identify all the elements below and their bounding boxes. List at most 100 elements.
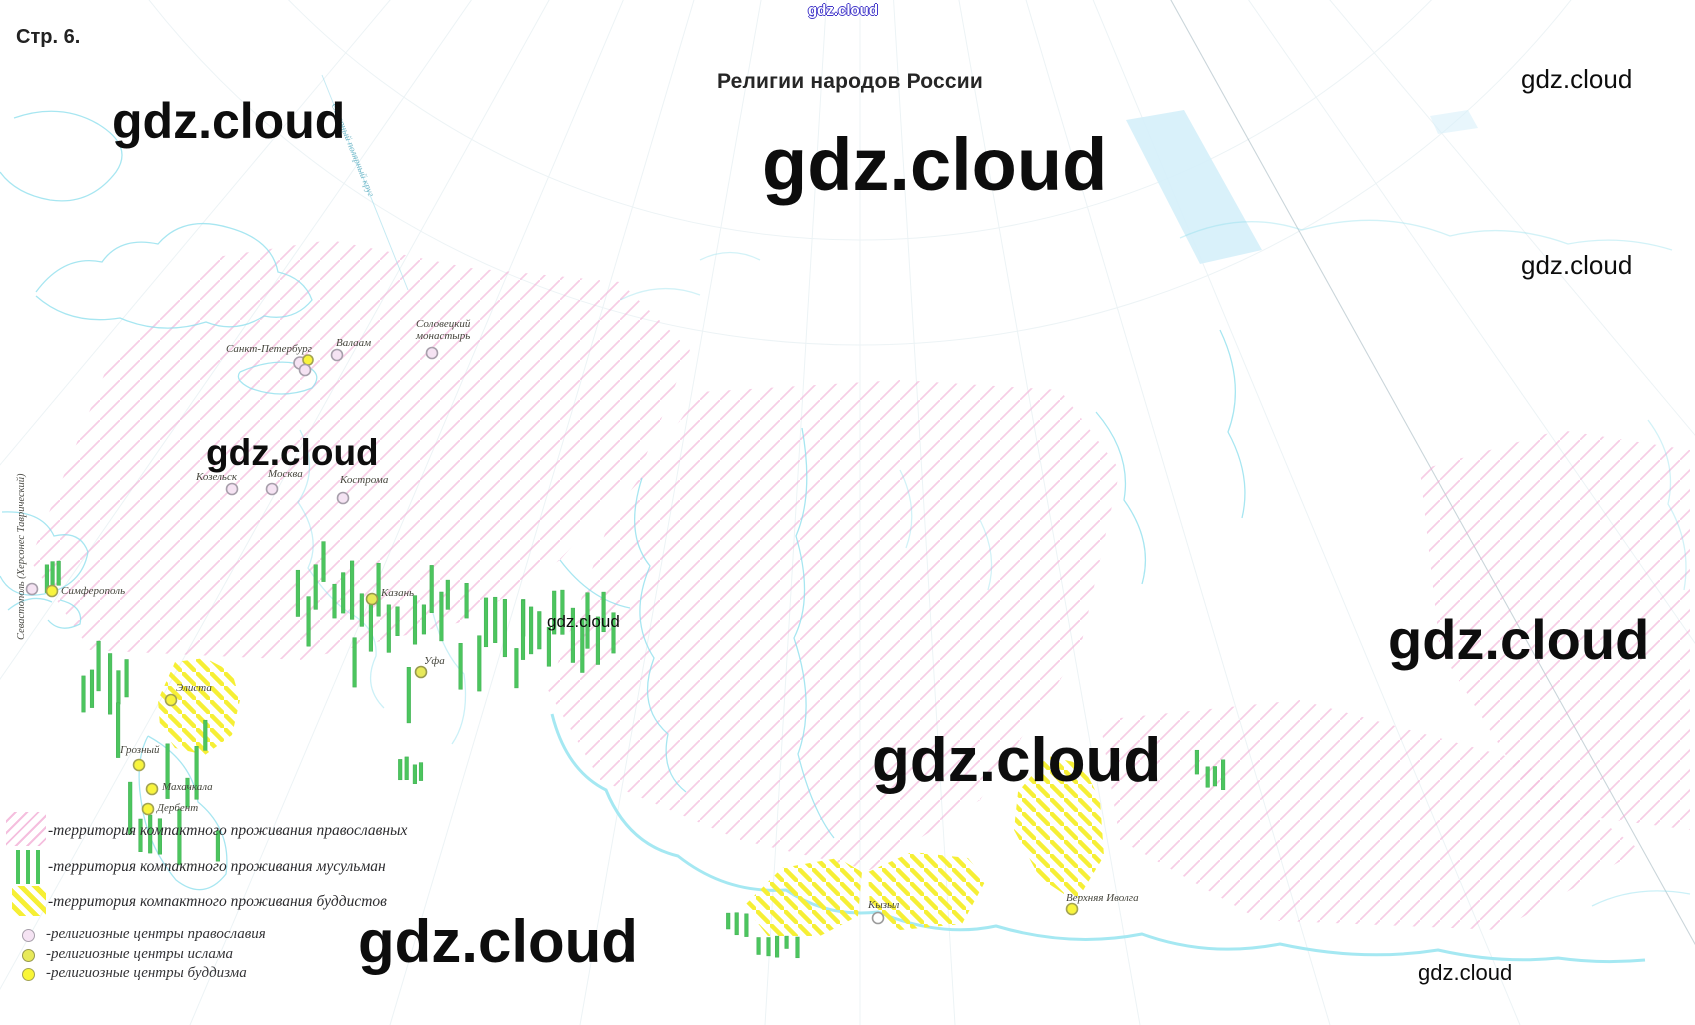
muslim-territory-bar <box>148 814 153 854</box>
city-label: Кызыл <box>868 899 900 911</box>
muslim-territory-bar <box>458 643 463 690</box>
religious-center-marker <box>132 758 146 772</box>
muslim-territory-bar <box>81 675 86 713</box>
muslim-territory-bar <box>493 596 498 643</box>
muslim-territory-bar <box>756 937 761 955</box>
muslim-territory-bar <box>116 670 121 705</box>
muslim-territory-bar <box>766 937 771 957</box>
legend-islam-centers-label: -религиозные центры ислама <box>46 946 234 962</box>
muslim-territory-bar <box>570 607 575 663</box>
buddhist-territory-layer <box>158 658 1104 936</box>
muslim-territory-bar <box>332 583 337 619</box>
buddhist-territory-region <box>868 852 986 930</box>
muslim-territory-bar <box>429 565 434 613</box>
muslim-territory-bar <box>185 777 190 808</box>
orthodox-territory-layer <box>30 240 1690 930</box>
gdz-cloud-watermark: gdz.cloud <box>112 93 346 149</box>
muslim-territory-bar <box>96 640 101 692</box>
legend-buddhist-territory-label: -территория компактного проживания будди… <box>48 893 387 910</box>
muslim-territory-bar <box>376 562 381 617</box>
religious-center-marker <box>330 348 344 362</box>
gdz-cloud-watermark: gdz.cloud <box>1388 608 1650 671</box>
religious-center-marker <box>1065 902 1079 916</box>
muslim-territory-bar <box>177 809 182 866</box>
city-label: Соловецкий монастырь <box>416 318 471 343</box>
legend-orthodox-territory-label: -территория компактного проживания право… <box>48 822 408 839</box>
legend-muslim-territory-label: -территория компактного проживания мусул… <box>48 858 386 875</box>
muslim-territory-bar <box>464 583 469 619</box>
muslim-territory-bar <box>56 560 61 586</box>
muslim-territory-bar <box>744 913 749 937</box>
gdz-cloud-watermark: gdz.cloud <box>358 908 638 975</box>
muslim-territory-bar <box>203 719 208 751</box>
muslim-territory-bar <box>520 600 526 660</box>
muslim-territory-bar <box>412 595 418 645</box>
muslim-territory-bar <box>502 599 507 658</box>
muslim-territory-bar <box>726 912 731 930</box>
muslim-territory-bar <box>165 743 170 799</box>
city-label: Махачкала <box>162 781 213 793</box>
orthodox-hatch-swatch-icon <box>6 812 46 846</box>
muslim-territory-bar <box>1221 759 1226 790</box>
city-label: Кострома <box>340 474 389 486</box>
gdz-cloud-watermark: gdz.cloud <box>872 726 1162 795</box>
orthodox-center-marker-icon <box>22 929 35 942</box>
muslim-territory-bar <box>514 648 519 689</box>
religious-center-marker <box>298 363 312 377</box>
muslim-territory-bar <box>412 764 417 784</box>
gdz-cloud-watermark: gdz.cloud <box>762 123 1108 206</box>
muslim-territory-bar <box>116 702 121 758</box>
muslim-territory-bar <box>580 618 585 673</box>
city-label: Санкт-Петербург <box>226 343 312 355</box>
muslim-territory-bar <box>398 759 403 781</box>
religious-center-marker <box>164 693 178 707</box>
muslim-territory-bar <box>560 589 565 635</box>
city-label: Верхняя Иволга <box>1066 892 1139 904</box>
muslim-territory-bar <box>775 935 780 958</box>
religious-centers-layer <box>25 346 1079 925</box>
religious-center-marker <box>45 584 59 598</box>
religious-center-marker <box>414 665 428 679</box>
muslim-territory-bar <box>350 560 355 620</box>
muslim-territory-layer <box>44 541 1226 959</box>
religious-center-marker <box>141 802 155 816</box>
orthodox-territory-region <box>1100 700 1640 930</box>
religious-center-marker <box>336 491 350 505</box>
gdz-cloud-watermark: gdz.cloud <box>1521 250 1633 280</box>
religious-center-marker <box>871 911 885 925</box>
orthodox-territory-region <box>1420 430 1690 830</box>
muslim-territory-bar <box>359 593 364 627</box>
muslim-territory-bar <box>295 569 300 617</box>
muslim-territory-bar <box>406 667 411 724</box>
arctic-circle-line <box>321 74 409 291</box>
legend-buddhism-centers-label: -религиозные центры буддизма <box>46 965 247 981</box>
city-label: Грозный <box>120 744 160 756</box>
muslim-territory-bar <box>483 597 489 648</box>
muslim-bars-swatch-icon <box>16 850 42 884</box>
city-label: Симферополь <box>61 585 126 597</box>
southern-border-river <box>550 713 1646 964</box>
islam-center-marker-icon <box>22 949 35 962</box>
muslim-territory-bar <box>601 591 606 633</box>
muslim-territory-bar <box>734 912 739 936</box>
buddhist-territory-region <box>1014 756 1104 902</box>
religious-center-marker <box>25 582 39 596</box>
muslim-territory-bar <box>445 579 450 610</box>
buddhism-center-marker-icon <box>22 968 35 981</box>
muslim-territory-bar <box>439 591 444 642</box>
muslim-territory-bar <box>128 781 133 835</box>
muslim-territory-bar <box>157 818 162 855</box>
muslim-territory-bar <box>421 604 426 635</box>
religious-center-marker <box>145 782 159 796</box>
muslim-territory-bar <box>108 653 113 715</box>
muslim-territory-bar <box>795 936 800 959</box>
city-label: Казань <box>381 587 415 599</box>
muslim-territory-bar <box>611 612 616 654</box>
muslim-territory-bar <box>1205 766 1210 788</box>
gdz-cloud-watermark: gdz.cloud <box>206 432 379 473</box>
religious-center-marker <box>265 482 279 496</box>
gdz-cloud-watermark: gdz.cloud <box>808 2 878 19</box>
muslim-territory-bar <box>194 746 199 800</box>
